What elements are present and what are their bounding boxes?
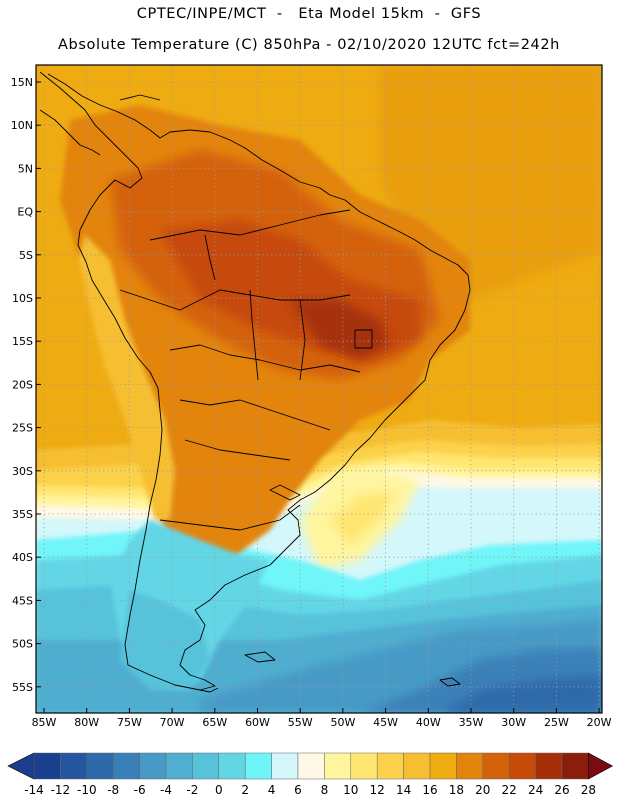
colorbar-label: 26 (554, 783, 569, 797)
colorbar-swatch (350, 752, 378, 780)
colorbar-swatch (535, 752, 563, 780)
map-frame (35, 64, 603, 714)
colorbar-label: -14 (24, 783, 44, 797)
colorbar-swatch (139, 752, 167, 780)
lon-tick-label: 80W (74, 716, 99, 729)
colorbar-label: 18 (449, 783, 464, 797)
colorbar-label: 6 (294, 783, 302, 797)
colorbar-swatch (403, 752, 431, 780)
colorbar-swatch (482, 752, 510, 780)
lat-tick-label: 30S (12, 465, 33, 478)
lon-tick-label: 60W (245, 716, 270, 729)
colorbar-swatch (218, 752, 246, 780)
colorbar-swatch (456, 752, 484, 780)
colorbar-label: 14 (396, 783, 411, 797)
chart-subtitle: Absolute Temperature (C) 850hPa - 02/10/… (58, 37, 560, 53)
lon-tick-label: 75W (117, 716, 142, 729)
lat-tick-label: 5N (18, 162, 33, 175)
chart-title: CPTEC/INPE/MCT - Eta Model 15km - GFS (136, 6, 482, 22)
colorbar-swatch (60, 752, 88, 780)
colorbar-label: 24 (528, 783, 543, 797)
colorbar-label: 4 (268, 783, 276, 797)
lon-tick-label: 50W (330, 716, 355, 729)
colorbar-swatch (244, 752, 272, 780)
lon-tick-label: 30W (501, 716, 526, 729)
colorbar-over-arrow (588, 752, 614, 780)
lat-tick-label: 35S (12, 508, 33, 521)
colorbar-label: -8 (107, 783, 119, 797)
lat-tick-label: 20S (12, 378, 33, 391)
colorbar-label: 2 (241, 783, 249, 797)
colorbar-swatch (508, 752, 536, 780)
colorbar-swatch (112, 752, 140, 780)
colorbar-swatch (297, 752, 325, 780)
colorbar-label: 16 (422, 783, 437, 797)
colorbar-swatch (165, 752, 193, 780)
lat-tick-label: 10S (12, 292, 33, 305)
colorbar-swatch (429, 752, 457, 780)
graticule (36, 65, 602, 713)
colorbar-label: -10 (77, 783, 97, 797)
lon-tick-label: 25W (544, 716, 569, 729)
colorbar-swatch (561, 752, 589, 780)
colorbar-label: 12 (370, 783, 385, 797)
colorbar-swatch (86, 752, 114, 780)
lat-tick-label: 15S (12, 335, 33, 348)
lat-tick-label: EQ (17, 206, 33, 219)
colorbar-label: -12 (51, 783, 71, 797)
lat-tick-label: 10N (11, 119, 33, 132)
colorbar-swatch (192, 752, 220, 780)
colorbar-label: 20 (475, 783, 490, 797)
colorbar-label: 0 (215, 783, 223, 797)
temperature-field (36, 65, 602, 713)
colorbar-label: 28 (581, 783, 596, 797)
lat-tick-label: 25S (12, 422, 33, 435)
lat-tick-label: 50S (12, 638, 33, 651)
colorbar-label: -6 (134, 783, 146, 797)
lon-tick-label: 20W (587, 716, 612, 729)
colorbar-swatch (376, 752, 404, 780)
colorbar-under-arrow (7, 752, 35, 780)
lon-tick-label: 55W (288, 716, 313, 729)
lon-tick-label: 70W (160, 716, 185, 729)
lat-tick-label: 45S (12, 594, 33, 607)
lon-tick-label: 85W (32, 716, 57, 729)
colorbar-label: -2 (186, 783, 198, 797)
lat-tick-label: 15N (11, 76, 33, 89)
coastline (39, 71, 471, 693)
lon-tick-label: 40W (416, 716, 441, 729)
colorbar-label: 22 (502, 783, 517, 797)
colorbar-swatch (324, 752, 352, 780)
lat-tick-label: 40S (12, 551, 33, 564)
colorbar-swatch (33, 752, 61, 780)
colorbar: -14 -12 -10 -8 -6 -4 -2 0 2 4 6 8 10 12 14 16 18 20 22 24 26… (7, 752, 614, 797)
lon-tick-label: 35W (459, 716, 484, 729)
lat-tick-label: 5S (19, 249, 33, 262)
lon-tick-label: 65W (202, 716, 227, 729)
latitude-axis: 15N 10N 5N EQ 5S 10S 15S 20S 25S 30S 35S 40S 45S 50S 5… (11, 76, 41, 694)
colorbar-label: 10 (343, 783, 358, 797)
colorbar-swatch (271, 752, 299, 780)
lat-tick-label: 55S (12, 681, 33, 694)
longitude-axis: 85W 80W 75W 70W 65W 60W 55W 50W 45W 40W 35W 30W 25W 2… (32, 708, 612, 729)
colorbar-label: -4 (160, 783, 172, 797)
colorbar-label: 8 (321, 783, 329, 797)
lon-tick-label: 45W (373, 716, 398, 729)
